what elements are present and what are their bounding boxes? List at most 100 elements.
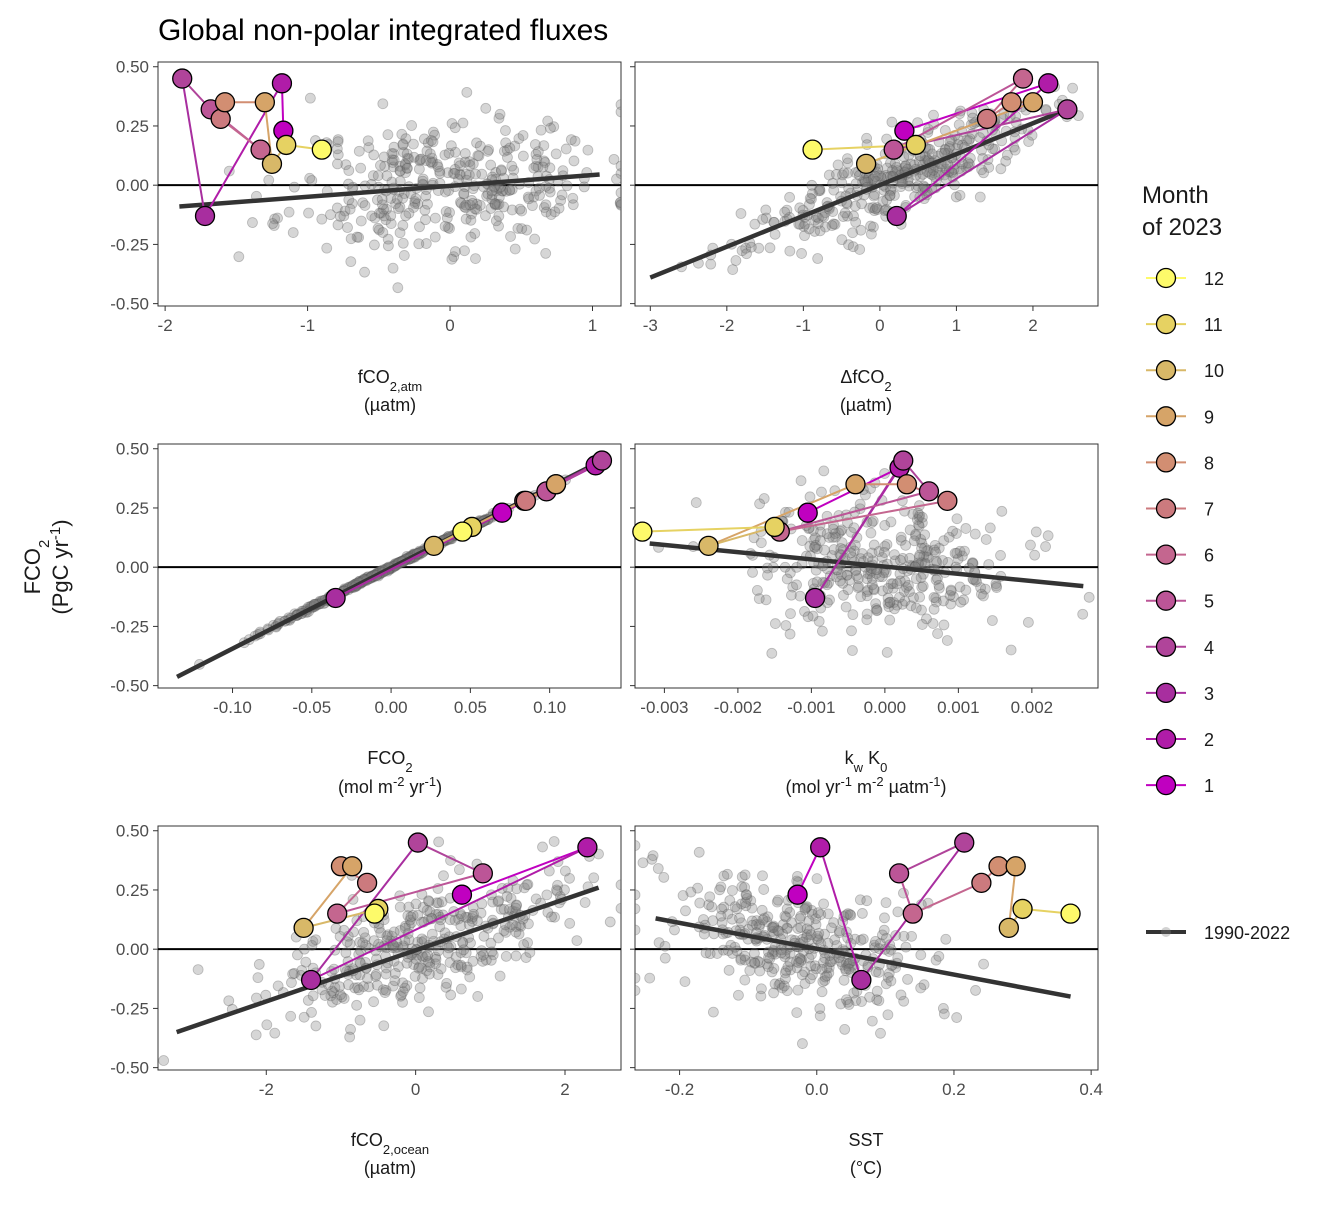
history-point — [834, 575, 846, 587]
history-point — [950, 191, 962, 203]
history-point — [740, 242, 752, 254]
history-point — [453, 157, 465, 169]
history-point — [801, 929, 813, 940]
history-point — [864, 568, 876, 580]
history-point — [345, 233, 357, 245]
history-point — [307, 935, 319, 947]
history-point — [336, 991, 348, 1003]
history-point — [870, 603, 882, 615]
history-point — [773, 979, 785, 991]
history-point — [779, 967, 791, 979]
history-point — [669, 924, 680, 936]
history-point — [413, 163, 425, 175]
history-point — [828, 544, 840, 555]
history-point — [862, 176, 874, 188]
history-point — [844, 957, 856, 969]
history-point — [749, 957, 760, 969]
history-point — [412, 909, 424, 921]
history-point — [777, 919, 789, 930]
history-point — [542, 115, 554, 127]
history-point — [388, 141, 400, 153]
history-point — [861, 586, 873, 598]
history-point — [816, 625, 828, 637]
history-point — [750, 919, 762, 930]
x-tick-label: -0.003 — [640, 698, 688, 717]
history-point — [814, 185, 826, 196]
history-point — [363, 981, 375, 993]
history-point — [804, 540, 816, 552]
history-point — [745, 956, 757, 968]
history-point — [506, 183, 518, 195]
history-point — [978, 167, 989, 179]
history-point — [882, 592, 894, 604]
history-point — [388, 148, 399, 160]
history-point — [838, 974, 850, 986]
history-point — [396, 989, 407, 1001]
history-point — [951, 547, 963, 559]
history-point — [394, 160, 406, 172]
legend-history-label: 1990-2022 — [1204, 923, 1290, 943]
history-point — [785, 608, 796, 620]
history-point — [316, 213, 328, 225]
history-point — [464, 156, 475, 168]
history-point — [862, 568, 874, 580]
history-point — [635, 903, 641, 915]
x-tick-label: -1 — [796, 316, 811, 335]
history-point — [316, 984, 328, 996]
history-point — [398, 146, 410, 158]
history-point — [854, 244, 866, 255]
month-point-10 — [855, 153, 877, 175]
history-point — [345, 256, 357, 268]
history-point — [810, 963, 822, 975]
history-point — [449, 914, 461, 926]
history-point — [408, 959, 420, 970]
history-point — [482, 145, 494, 157]
history-point — [1023, 136, 1035, 148]
history-point — [828, 184, 840, 196]
history-point — [958, 594, 970, 606]
history-point — [754, 965, 766, 977]
history-point — [457, 117, 469, 129]
history-point — [303, 207, 314, 219]
legend-history-key: 1990-2022 — [1146, 923, 1290, 943]
history-point — [434, 921, 446, 933]
history-point — [470, 253, 481, 265]
history-point — [795, 922, 807, 933]
history-point — [332, 136, 344, 148]
history-point — [913, 519, 924, 531]
history-point — [879, 547, 890, 558]
history-point — [604, 916, 616, 928]
month-point-4 — [591, 450, 613, 471]
history-point — [852, 582, 864, 594]
history-point — [551, 884, 562, 896]
history-point — [362, 973, 373, 984]
history-point — [522, 191, 534, 203]
history-point — [338, 993, 350, 1004]
history-point — [807, 610, 819, 622]
history-point — [1001, 149, 1013, 161]
history-point — [818, 898, 830, 910]
history-point — [1077, 608, 1089, 620]
history-point — [772, 894, 784, 906]
history-point — [529, 233, 541, 245]
history-point — [331, 202, 343, 214]
history-point — [861, 590, 873, 602]
history-point — [894, 575, 906, 587]
history-point — [288, 181, 300, 193]
history-point — [967, 558, 979, 569]
history-point — [571, 935, 583, 946]
month-point-8 — [988, 856, 1009, 877]
history-point — [898, 930, 910, 942]
history-point — [332, 149, 344, 161]
history-point — [803, 934, 815, 946]
history-point — [487, 896, 499, 908]
history-point — [533, 182, 545, 194]
history-point — [706, 901, 718, 913]
history-point — [739, 881, 751, 893]
history-point — [856, 198, 868, 210]
month-point-4 — [172, 68, 193, 89]
history-point — [799, 606, 810, 617]
svg-text:(°C): (°C) — [850, 1158, 882, 1178]
history-point — [394, 227, 406, 239]
history-point — [416, 933, 428, 945]
